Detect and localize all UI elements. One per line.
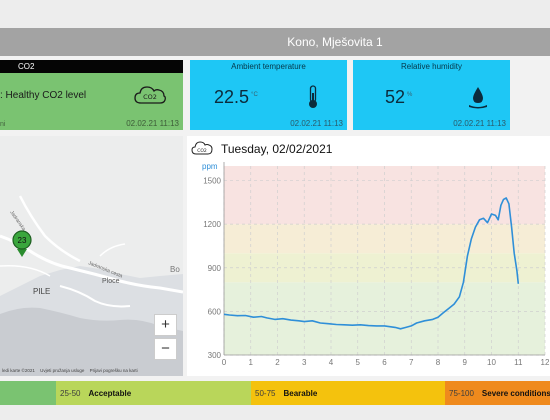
map-label-ploce: Ploce [102, 278, 120, 285]
map-marker[interactable]: 23 [12, 230, 32, 257]
temperature-card[interactable]: Ambient temperature 22.5 °C 02.02.21 11:1… [190, 60, 347, 130]
location-map[interactable]: Jadranska Jadranska cesta Ploce PILE Bo … [0, 136, 183, 376]
co2-cloud-label: CO2 [143, 93, 157, 101]
location-title: Kono, Mješovita 1 [287, 35, 383, 49]
chart-x-tick-0: 0 [222, 358, 227, 367]
chart-x-tick-4: 4 [329, 358, 334, 367]
temperature-unit: °C [251, 92, 258, 98]
top-strip [0, 0, 550, 28]
co2-card-footnote: ni [0, 121, 6, 128]
legend-range-acceptable: 25-50 [60, 388, 81, 398]
map-label-pile: PILE [33, 287, 50, 296]
chart-co2-cloud-icon: CO2 [191, 141, 213, 155]
co2-status-text: : Healthy CO2 level [0, 90, 87, 101]
temperature-card-heading: Ambient temperature [231, 62, 306, 71]
chart-x-tick-11: 11 [514, 358, 523, 367]
bottom-strip [0, 405, 550, 420]
chart-y-tick-4: 1500 [203, 177, 221, 186]
thermometer-icon [309, 85, 317, 108]
chart-series-line-0 [223, 197, 520, 330]
chart-x-tick-9: 9 [463, 358, 468, 367]
map-credits: ledi karte ©2021 Uvjeti pružanja usluge … [2, 368, 138, 373]
chart-y-unit-label: ppm [202, 162, 218, 171]
zoom-in-button[interactable]: + [154, 314, 177, 336]
co2-card-timestamp: 02.02.21 11:13 [126, 119, 179, 128]
chart-x-tick-8: 8 [436, 358, 441, 367]
map-label-bo: Bo [170, 265, 180, 274]
temperature-value-wrap: 22.5 °C [214, 87, 258, 108]
chart-y-tick-2: 900 [208, 264, 222, 273]
chart-x-tick-3: 3 [302, 358, 307, 367]
chart-title: Tuesday, 02/02/2021 [221, 142, 333, 156]
chart-x-tick-2: 2 [275, 358, 280, 367]
legend-segment-good [0, 381, 56, 405]
temperature-value: 22.5 [214, 87, 250, 107]
humidity-value: 52 [385, 87, 406, 107]
chart-x-tick-10: 10 [487, 358, 496, 367]
co2-card-heading: CO2 [0, 60, 183, 73]
humidity-card-heading: Relative humidity [401, 62, 462, 71]
location-title-bar: Kono, Mješovita 1 [0, 28, 550, 56]
humidity-card[interactable]: Relative humidity 52% 02.02.21 11:13 [353, 60, 510, 130]
chart-x-tick-12: 12 [541, 358, 550, 367]
co2-scale-legend: 25-50 Acceptable 50-75 Bearable 75-100 S… [0, 381, 550, 405]
chart-y-tick-0: 300 [208, 351, 222, 360]
map-canvas[interactable]: Jadranska Jadranska cesta Ploce PILE Bo … [0, 136, 183, 376]
chart-y-tick-1: 600 [208, 307, 222, 316]
temperature-card-timestamp: 02.02.21 11:13 [290, 119, 343, 128]
map-credit-report[interactable]: Prijavi pogrešku na karti [89, 368, 138, 373]
legend-label-bearable: Bearable [283, 388, 318, 398]
chart-x-tick-5: 5 [356, 358, 361, 367]
chart-cloud-label: CO2 [197, 148, 207, 154]
humidity-unit: % [407, 92, 413, 98]
co2-status-card[interactable]: CO2 : Healthy CO2 level CO2 ni 02.02.21 … [0, 60, 183, 130]
humidity-value-wrap: 52% [385, 87, 412, 108]
chart-x-tick-6: 6 [382, 358, 387, 367]
map-marker-value: 23 [18, 236, 27, 245]
zoom-out-button[interactable]: − [154, 338, 177, 360]
legend-range-severe: 75-100 [449, 388, 474, 398]
chart-x-tick-1: 1 [249, 358, 254, 367]
chart-y-tick-3: 1200 [203, 220, 221, 229]
humidity-card-timestamp: 02.02.21 11:13 [453, 119, 506, 128]
legend-segment-severe: 75-100 Severe conditions [445, 381, 550, 405]
legend-range-bearable: 50-75 [255, 388, 276, 398]
chart-x-tick-7: 7 [409, 358, 414, 367]
humidity-drop-icon [469, 87, 487, 109]
legend-label-severe: Severe conditions [481, 388, 550, 398]
legend-label-acceptable: Acceptable [88, 388, 132, 398]
legend-segment-bearable: 50-75 Bearable [251, 381, 445, 405]
co2-chart-panel: CO2 Tuesday, 02/02/2021 ppm 300 600 900 1200… [187, 136, 550, 376]
map-credit-terms[interactable]: Uvjeti pružanja usluge [40, 368, 85, 373]
map-credit-data: ledi karte ©2021 [2, 368, 35, 373]
legend-segment-acceptable: 25-50 Acceptable [56, 381, 251, 405]
co2-cloud-icon: CO2 [134, 86, 166, 104]
